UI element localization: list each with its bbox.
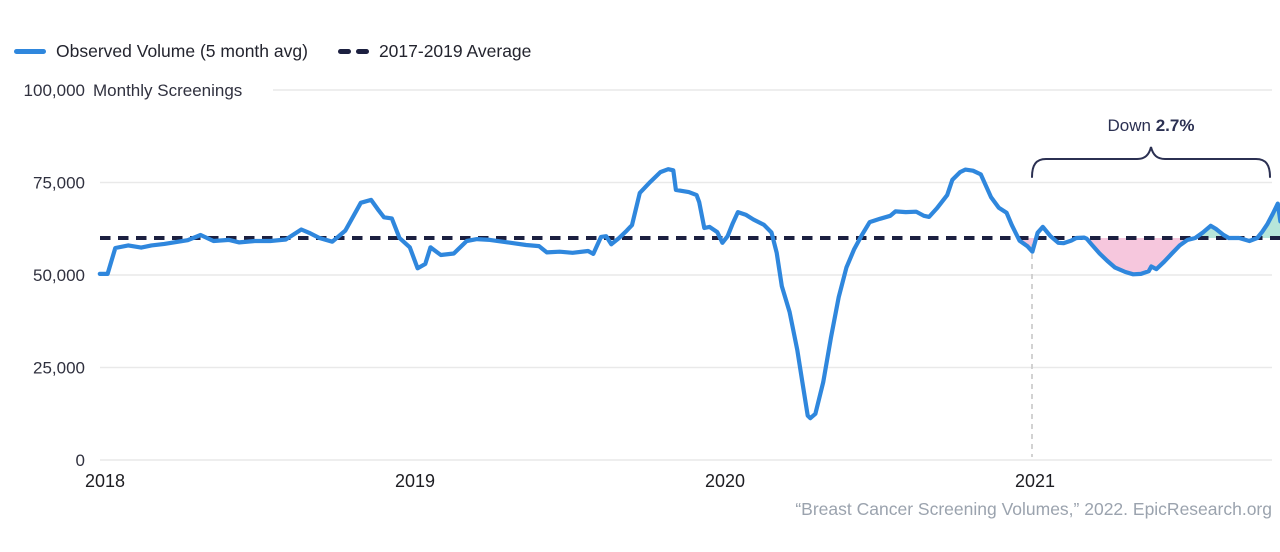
x-axis-label-2021: 2021 <box>1015 471 1055 491</box>
y-tick-label-75000: 75,000 <box>33 174 85 193</box>
x-axis-label-2019: 2019 <box>395 471 435 491</box>
legend-item-observed-volume: Observed Volume (5 month avg) <box>14 41 308 62</box>
legend-label-average: 2017-2019 Average <box>378 41 532 61</box>
x-axis-label-2018: 2018 <box>85 471 125 491</box>
y-axis-title: Monthly Screenings <box>93 81 242 100</box>
legend-item-average: 2017-2019 Average <box>337 41 532 62</box>
y-tick-label-0: 0 <box>76 451 85 470</box>
annotation-down-label: Down 2.7% <box>1108 116 1195 135</box>
annotation-brace <box>1031 146 1271 178</box>
legend: Observed Volume (5 month avg) 2017-2019 … <box>14 41 531 62</box>
observed-line-swatch-icon <box>14 49 46 54</box>
y-tick-label-50000: 50,000 <box>33 266 85 285</box>
source-citation: “Breast Cancer Screening Volumes,” 2022.… <box>795 499 1272 519</box>
y-tick-label-100000: 100,000 <box>24 81 85 100</box>
y-tick-label-25000: 25,000 <box>33 359 85 378</box>
x-axis-label-2020: 2020 <box>705 471 745 491</box>
average-dash-swatch-icon <box>337 49 369 54</box>
observed-volume-line <box>97 167 1280 421</box>
legend-label-observed-volume: Observed Volume (5 month avg) <box>56 41 308 61</box>
